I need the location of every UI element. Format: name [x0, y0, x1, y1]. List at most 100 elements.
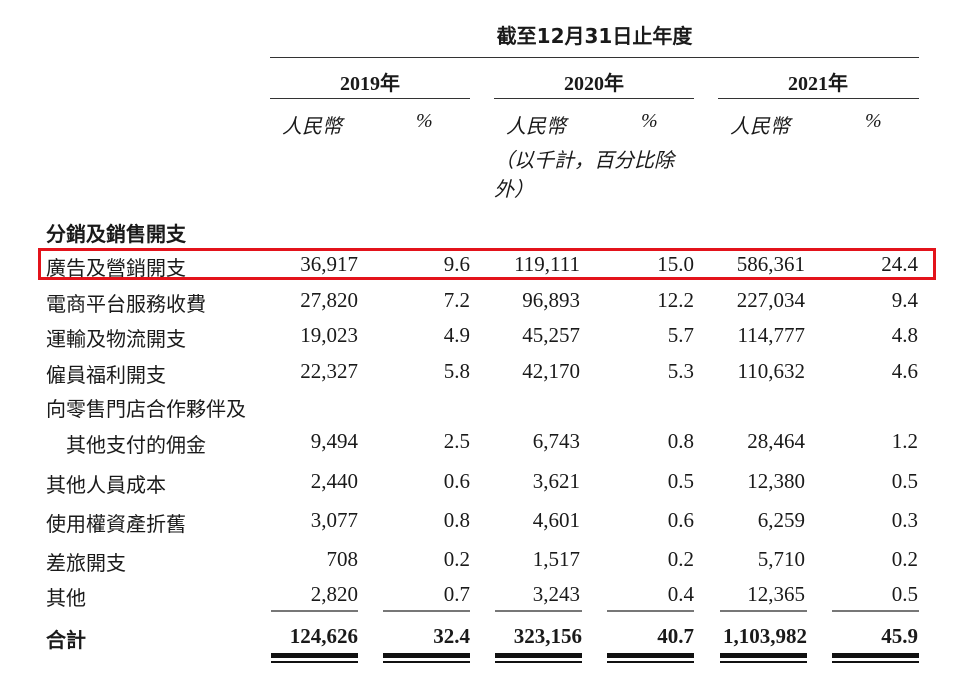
cell-2021-rmb: 114,777: [737, 323, 805, 347]
cell-2019-rmb: 36,917: [300, 252, 358, 276]
cell-2019-pct: 7.2: [443, 288, 470, 312]
cell-2019-pct: 0.8: [443, 508, 470, 532]
year-2021: 2021年: [788, 73, 848, 95]
total-label: 合計: [46, 628, 86, 652]
subtotal-rule: [271, 610, 358, 612]
cell-2019-rmb: 19,023: [300, 323, 358, 347]
highlight-box: [38, 248, 936, 280]
total-2021-pct: 45.9: [881, 624, 918, 648]
cell-2021-pct: 4.8: [891, 323, 918, 347]
unit-pct: %: [641, 110, 658, 132]
unit-rmb: 人民幣: [506, 116, 566, 138]
cell-2021-rmb: 110,632: [737, 359, 805, 383]
cell-2021-pct: 0.5: [891, 582, 918, 606]
cell-2021-pct: 9.4: [891, 288, 918, 312]
cell-2021-rmb: 12,380: [747, 469, 805, 493]
cell-2019-pct: 2.5: [443, 429, 470, 453]
total-2020-rmb: 323,156: [513, 624, 582, 648]
cell-2020-rmb: 1,517: [532, 547, 580, 571]
year-2019: 2019年: [340, 73, 400, 95]
cell-2019-rmb: 708: [326, 547, 359, 571]
cell-2019-pct: 4.9: [443, 323, 470, 347]
cell-2020-pct: 12.2: [657, 288, 694, 312]
row-label: 僱員福利開支: [46, 363, 166, 387]
cell-2019-rmb: 2,820: [310, 582, 358, 606]
row-label-continued: 其他支付的佣金: [66, 433, 206, 457]
double-rule: [720, 661, 807, 663]
row-label: 差旅開支: [46, 551, 126, 575]
cell-2019-rmb: 22,327: [300, 359, 358, 383]
cell-2020-rmb: 42,170: [522, 359, 580, 383]
row-label: 其他人員成本: [46, 473, 166, 497]
cell-2021-rmb: 6,259: [757, 508, 805, 532]
cell-2021-rmb: 5,710: [757, 547, 805, 571]
row-label: 運輸及物流開支: [46, 327, 186, 351]
cell-2021-pct: 24.4: [881, 252, 918, 276]
cell-2021-pct: 4.6: [891, 359, 918, 383]
cell-2019-pct: 0.6: [443, 469, 470, 493]
year-rule: [718, 98, 919, 99]
year-rule: [494, 98, 694, 99]
cell-2019-pct: 9.6: [443, 252, 470, 276]
double-rule: [495, 661, 582, 663]
subtotal-rule: [832, 610, 919, 612]
header-rule: [270, 57, 919, 58]
year-rule: [270, 98, 470, 99]
double-rule: [607, 661, 694, 663]
cell-2020-rmb: 45,257: [522, 323, 580, 347]
section-title: 分銷及銷售開支: [46, 222, 186, 246]
cell-2020-pct: 0.8: [667, 429, 694, 453]
year-2020: 2020年: [564, 73, 624, 95]
cell-2020-rmb: 6,743: [532, 429, 580, 453]
row-label: 向零售門店合作夥伴及: [46, 397, 246, 421]
row-label: 其他: [46, 586, 86, 610]
cell-2020-rmb: 96,893: [522, 288, 580, 312]
cell-2021-pct: 1.2: [891, 429, 918, 453]
double-rule: [383, 661, 470, 663]
cell-2019-pct: 0.7: [443, 582, 470, 606]
subtotal-rule: [607, 610, 694, 612]
double-rule: [607, 653, 694, 658]
total-2021-rmb: 1,103,982: [723, 624, 807, 648]
row-label: 廣告及營銷開支: [46, 256, 186, 280]
subtotal-rule: [383, 610, 470, 612]
cell-2019-rmb: 27,820: [300, 288, 358, 312]
cell-2019-rmb: 2,440: [310, 469, 358, 493]
cell-2021-rmb: 586,361: [736, 252, 805, 276]
unit-rmb: 人民幣: [730, 116, 790, 138]
cell-2019-pct: 5.8: [443, 359, 470, 383]
row-label: 電商平台服務收費: [46, 292, 206, 316]
double-rule: [832, 653, 919, 658]
cell-2021-rmb: 12,365: [747, 582, 805, 606]
unit-pct: %: [865, 110, 882, 132]
cell-2020-rmb: 3,621: [532, 469, 580, 493]
cell-2020-pct: 0.2: [667, 547, 694, 571]
cell-2020-pct: 5.3: [667, 359, 694, 383]
unit-rmb: 人民幣: [282, 116, 342, 138]
cell-2019-pct: 0.2: [443, 547, 470, 571]
double-rule: [271, 661, 358, 663]
double-rule: [271, 653, 358, 658]
period-header: 截至12月31日止年度: [496, 24, 693, 48]
row-label: 使用權資產折舊: [46, 512, 186, 536]
total-2020-pct: 40.7: [657, 624, 694, 648]
unit-note: （以千計，百分比除外）: [494, 150, 674, 201]
double-rule: [495, 653, 582, 658]
subtotal-rule: [720, 610, 807, 612]
cell-2020-pct: 0.5: [667, 469, 694, 493]
cell-2020-rmb: 119,111: [514, 252, 580, 276]
cell-2020-pct: 5.7: [667, 323, 694, 347]
total-2019-pct: 32.4: [433, 624, 470, 648]
cell-2020-rmb: 4,601: [532, 508, 580, 532]
total-2019-rmb: 124,626: [289, 624, 358, 648]
cell-2019-rmb: 3,077: [310, 508, 358, 532]
cell-2021-rmb: 28,464: [747, 429, 805, 453]
cell-2020-pct: 0.4: [667, 582, 694, 606]
double-rule: [832, 661, 919, 663]
double-rule: [720, 653, 807, 658]
cell-2020-rmb: 3,243: [532, 582, 580, 606]
cell-2021-rmb: 227,034: [736, 288, 805, 312]
unit-pct: %: [416, 110, 433, 132]
double-rule: [383, 653, 470, 658]
subtotal-rule: [495, 610, 582, 612]
